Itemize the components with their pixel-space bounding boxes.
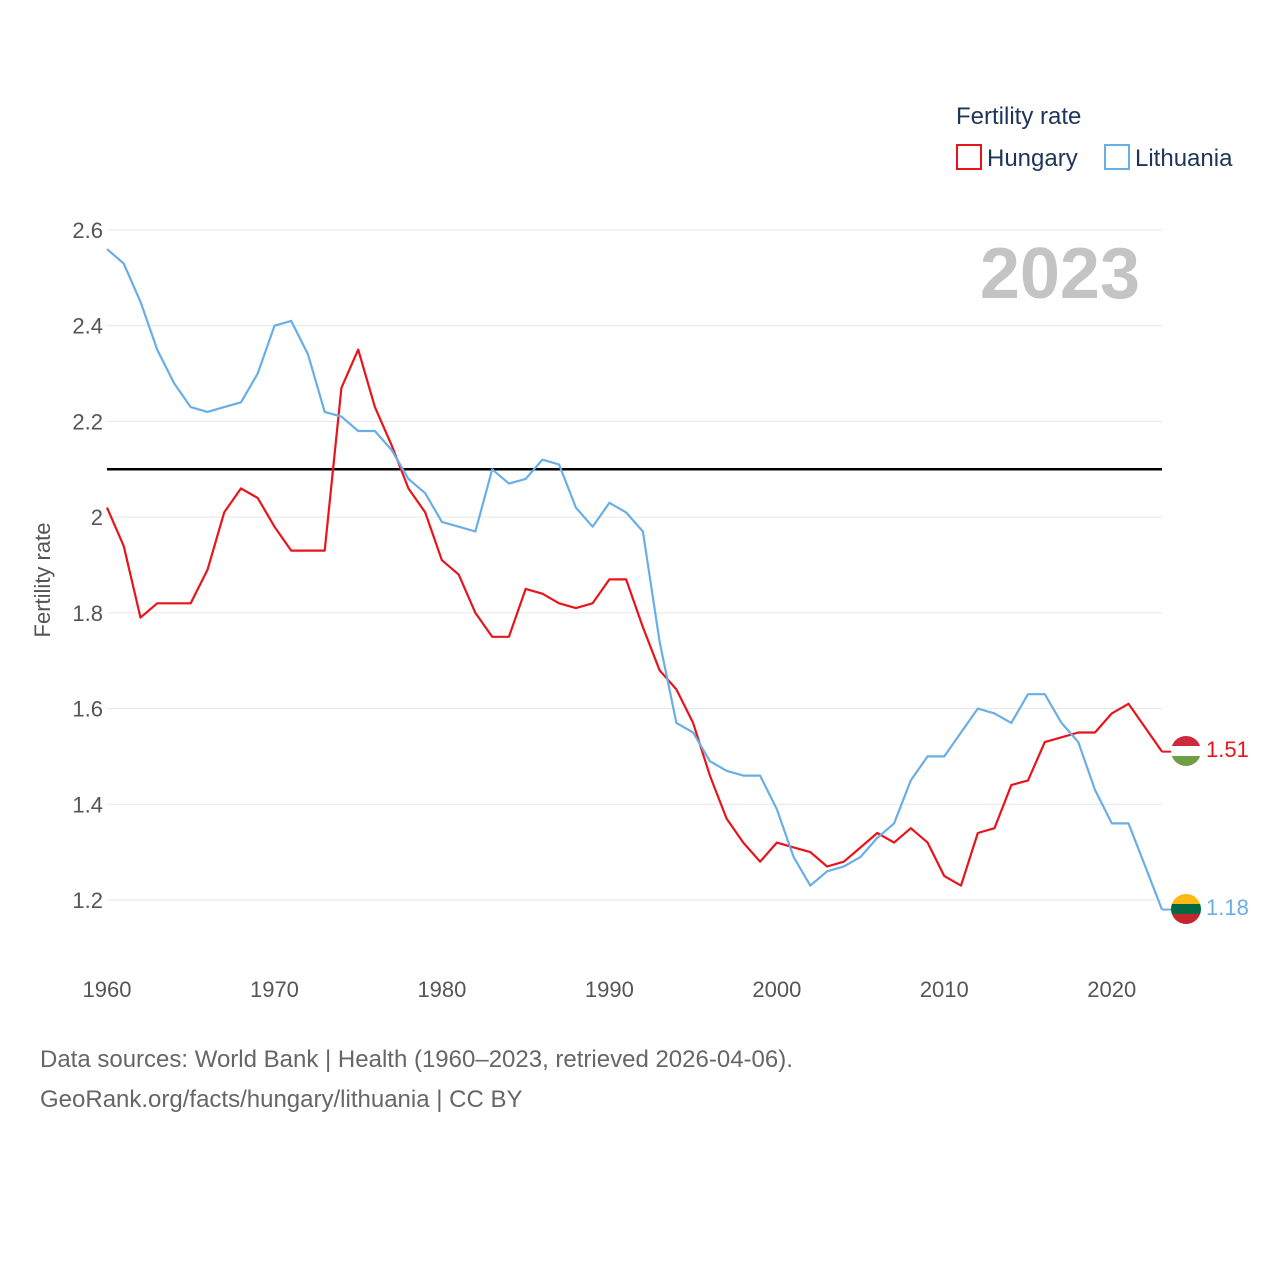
y-axis: 1.2 1.4 1.6 1.8 2 2.2 2.4 2.6 [72, 218, 103, 913]
end-label-lithuania: 1.18 [1206, 895, 1249, 920]
x-tick-label: 1970 [250, 977, 299, 1002]
y-tick-label: 2 [91, 505, 103, 530]
legend-title: Fertility rate [956, 103, 1081, 130]
y-axis-title: Fertility rate [30, 523, 55, 638]
x-tick-label: 2000 [752, 977, 801, 1002]
y-tick-label: 2.6 [72, 218, 103, 243]
x-axis: 1960 1970 1980 1990 2000 2010 2020 [83, 977, 1137, 1002]
x-tick-label: 2020 [1087, 977, 1136, 1002]
x-tick-label: 1980 [417, 977, 466, 1002]
legend-label-lithuania: Lithuania [1135, 145, 1233, 172]
x-tick-label: 1960 [83, 977, 132, 1002]
x-tick-label: 1990 [585, 977, 634, 1002]
y-tick-label: 2.2 [72, 409, 103, 434]
legend: Fertility rate Hungary Lithuania [956, 103, 1233, 172]
footer-attribution: GeoRank.org/facts/hungary/lithuania | CC… [40, 1086, 523, 1113]
series-line-lithuania [106, 248, 1164, 910]
series-lines [105, 248, 1171, 911]
end-label-hungary: 1.51 [1206, 737, 1249, 762]
y-tick-label: 2.4 [72, 314, 103, 339]
lithuania-flag-icon [1171, 894, 1201, 924]
y-tick-label: 1.2 [72, 888, 103, 913]
footer-sources: Data sources: World Bank | Health (1960–… [40, 1046, 793, 1073]
legend-item-hungary[interactable]: Hungary [956, 144, 1078, 172]
series-line-hungary [105, 348, 1163, 887]
hungary-flag-icon [1171, 736, 1201, 766]
x-tick-label: 2010 [920, 977, 969, 1002]
legend-item-lithuania[interactable]: Lithuania [1104, 144, 1233, 172]
gridlines [107, 229, 1162, 901]
y-tick-label: 1.6 [72, 697, 103, 722]
legend-label-hungary: Hungary [987, 145, 1078, 172]
y-tick-label: 1.4 [72, 792, 103, 817]
legend-swatch-lithuania [1104, 144, 1130, 170]
legend-swatch-hungary [956, 144, 982, 170]
y-tick-label: 1.8 [72, 601, 103, 626]
year-display: 2023 [980, 234, 1140, 314]
